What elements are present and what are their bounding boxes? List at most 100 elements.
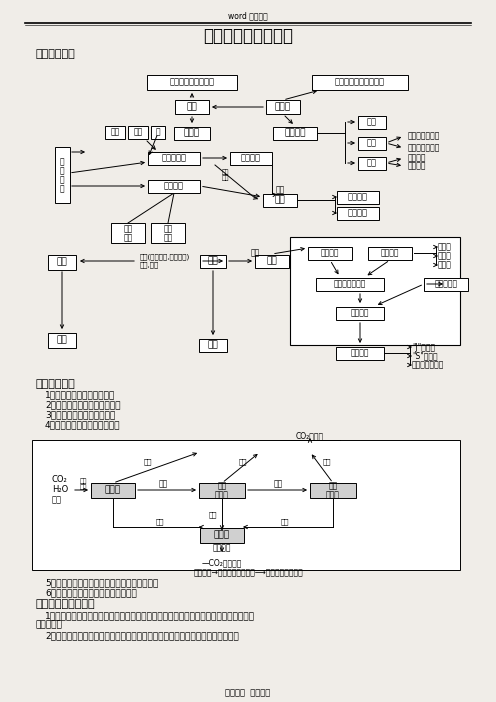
FancyBboxPatch shape	[358, 157, 386, 169]
Text: word 格式整理: word 格式整理	[228, 11, 268, 20]
FancyBboxPatch shape	[48, 333, 76, 347]
Text: 4．能量流动和物质循环的关系: 4．能量流动和物质循环的关系	[45, 420, 121, 430]
Text: 2．种群的特征，影响种群数量变化的因素分析及种群增长在实际生产中的应用。: 2．种群的特征，影响种群数量变化的因素分析及种群增长在实际生产中的应用。	[45, 632, 239, 640]
FancyBboxPatch shape	[48, 255, 76, 270]
Text: 呼吸: 呼吸	[239, 458, 247, 465]
Text: 2．种群密度的变化与种群增长: 2．种群密度的变化与种群增长	[45, 401, 121, 409]
FancyBboxPatch shape	[151, 126, 165, 138]
Text: 特征: 特征	[250, 249, 259, 258]
Text: 1．生态因素的生态效应及其综合作用和主导作用的分析、判断，并联系实际问题具体分: 1．生态因素的生态效应及其综合作用和主导作用的分析、判断，并联系实际问题具体分	[45, 611, 255, 621]
Text: 分解者: 分解者	[214, 531, 230, 540]
Text: 遗体: 遗体	[209, 512, 217, 518]
Text: 迁入和迁出: 迁入和迁出	[434, 279, 458, 289]
Text: 生物: 生物	[208, 256, 218, 265]
FancyBboxPatch shape	[199, 338, 227, 352]
FancyBboxPatch shape	[148, 152, 200, 164]
Text: 生
态
因
素: 生 态 因 素	[60, 157, 64, 193]
Text: 生物因素: 生物因素	[164, 182, 184, 190]
Text: —CO₂能量散失: —CO₂能量散失	[202, 559, 242, 567]
Text: 遗传性: 遗传性	[184, 128, 200, 138]
Text: 种内
关系: 种内 关系	[124, 224, 132, 242]
FancyBboxPatch shape	[151, 223, 185, 243]
FancyBboxPatch shape	[310, 482, 356, 498]
FancyBboxPatch shape	[266, 100, 300, 114]
Text: 生物圈: 生物圈	[275, 102, 291, 112]
Text: 生态系统: 生态系统	[284, 128, 306, 138]
Text: 生态系统的成分: 生态系统的成分	[408, 131, 440, 140]
Text: 种群: 种群	[267, 256, 277, 265]
FancyBboxPatch shape	[32, 440, 460, 570]
Text: 污染: 污染	[57, 336, 67, 345]
FancyBboxPatch shape	[308, 246, 352, 260]
Text: 无机环境: 无机环境	[241, 154, 261, 162]
Text: 水平结构: 水平结构	[348, 208, 368, 218]
FancyBboxPatch shape	[175, 100, 209, 114]
Text: "S"型曲线: "S"型曲线	[412, 352, 437, 361]
FancyBboxPatch shape	[255, 255, 289, 267]
Text: 稳态: 稳态	[186, 102, 197, 112]
Text: 群落: 群落	[275, 195, 285, 204]
Text: 能量流动: 能量流动	[408, 154, 427, 162]
Text: 1．生物种间关系的比较分析: 1．生物种间关系的比较分析	[45, 390, 115, 399]
Text: 三、可能出现的考点: 三、可能出现的考点	[35, 599, 95, 609]
Text: 初级
消费者: 初级 消费者	[215, 481, 229, 499]
Text: 阳光: 阳光	[111, 128, 120, 136]
Text: 生物多样性及其保护: 生物多样性及其保护	[170, 77, 214, 86]
FancyBboxPatch shape	[336, 347, 384, 359]
Text: 功能: 功能	[367, 159, 377, 168]
FancyBboxPatch shape	[273, 126, 317, 140]
Text: 影响(主导作用,综合作用): 影响(主导作用,综合作用)	[140, 253, 190, 260]
Text: 出生率和死亡率: 出生率和死亡率	[334, 279, 366, 289]
Text: 6．生态系统的稳定性与生物圈的稳态: 6．生态系统的稳定性与生物圈的稳态	[45, 588, 137, 597]
Text: 类型: 类型	[367, 117, 377, 126]
Text: 光能: 光能	[52, 496, 62, 505]
Text: 光合
作用: 光合 作用	[79, 478, 87, 490]
FancyBboxPatch shape	[337, 206, 379, 220]
Text: 析述用．．: 析述用．．	[35, 621, 62, 630]
FancyBboxPatch shape	[424, 277, 468, 291]
Text: CO₂: CO₂	[52, 475, 68, 484]
Text: 稳定型: 稳定型	[438, 251, 452, 260]
FancyBboxPatch shape	[358, 136, 386, 150]
Text: 个体: 个体	[208, 340, 218, 350]
FancyBboxPatch shape	[55, 147, 69, 203]
Text: 遗体: 遗体	[156, 519, 164, 525]
Text: H₂O: H₂O	[52, 486, 68, 494]
Text: 生产者: 生产者	[105, 486, 121, 494]
FancyBboxPatch shape	[336, 307, 384, 319]
Text: 3．生态系统的三大生物成分: 3．生态系统的三大生物成分	[45, 411, 115, 420]
FancyBboxPatch shape	[263, 194, 297, 206]
FancyBboxPatch shape	[105, 126, 125, 138]
Text: 生物与环境专题复习: 生物与环境专题复习	[203, 27, 293, 45]
Text: 种间
关系: 种间 关系	[163, 224, 173, 242]
FancyBboxPatch shape	[111, 223, 145, 243]
FancyBboxPatch shape	[148, 180, 200, 192]
Text: 物质循环: 物质循环	[408, 161, 427, 171]
Text: 5．生产者、消费者、分解者和无机环境的关系: 5．生产者、消费者、分解者和无机环境的关系	[45, 578, 158, 588]
Text: 衰退型: 衰退型	[438, 242, 452, 251]
FancyBboxPatch shape	[337, 190, 379, 204]
Text: 能量
流动: 能量 流动	[222, 169, 230, 181]
FancyBboxPatch shape	[200, 255, 226, 267]
Text: 种群密度: 种群密度	[351, 308, 369, 317]
Text: 酸雨等全球性环境问题: 酸雨等全球性环境问题	[335, 77, 385, 86]
Text: 同化: 同化	[273, 479, 283, 489]
Text: 置应,影响: 置应,影响	[140, 262, 159, 268]
FancyBboxPatch shape	[200, 527, 244, 543]
Text: 结构: 结构	[275, 185, 285, 194]
FancyBboxPatch shape	[91, 482, 135, 498]
Text: 参考资料  学习帮于: 参考资料 学习帮于	[225, 689, 271, 698]
Text: 增长型: 增长型	[438, 260, 452, 270]
Text: 环境: 环境	[57, 258, 67, 267]
Text: 年龄组成: 年龄组成	[381, 249, 399, 258]
FancyBboxPatch shape	[358, 116, 386, 128]
FancyBboxPatch shape	[312, 74, 408, 89]
Text: 食物链和食物网: 食物链和食物网	[408, 143, 440, 152]
Text: 性别比例: 性别比例	[321, 249, 339, 258]
FancyBboxPatch shape	[199, 482, 245, 498]
Text: 次级
消费者: 次级 消费者	[326, 481, 340, 499]
FancyBboxPatch shape	[230, 152, 272, 164]
Text: 垂直结构: 垂直结构	[348, 192, 368, 201]
Text: CO₂量散失: CO₂量散失	[296, 432, 324, 440]
FancyBboxPatch shape	[316, 277, 384, 291]
